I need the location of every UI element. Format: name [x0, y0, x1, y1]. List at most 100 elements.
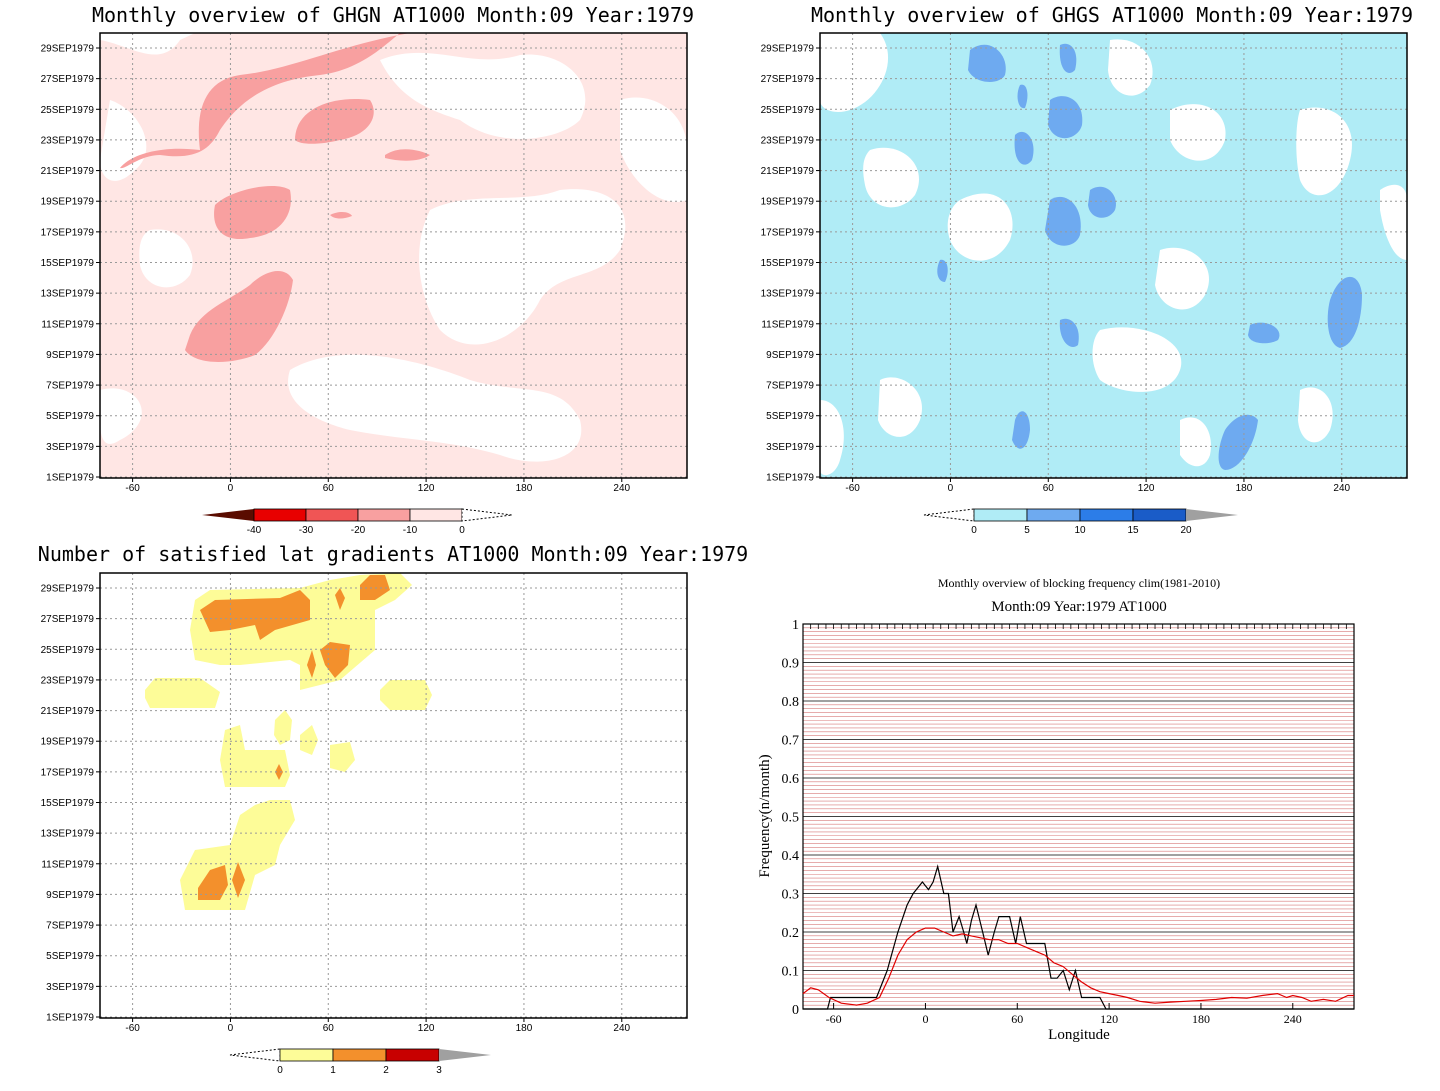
nsat-2-region: [200, 590, 310, 640]
ghgn-minus10-region: [295, 99, 374, 144]
ghgs-colorbar-swatch: [973, 508, 1028, 522]
ghgn-y-tick-label: 13SEP1979: [41, 289, 95, 300]
ghgn-colorbar-swatch: [357, 508, 411, 522]
ghgs-y-tick-label: 7SEP1979: [766, 381, 814, 392]
ghgs-5-region: [1014, 131, 1034, 165]
ghgs-axes: -60 0 60 120 180 240 1SEP1979 3SEP1979 5SEP1979 7…: [761, 32, 1408, 494]
ghgs-y-tick-label: 23SEP1979: [761, 135, 815, 146]
ghgn-minus10-region: [185, 270, 293, 362]
nsat-y-tick-label: 11SEP1979: [41, 859, 94, 870]
line-chart-xlabel: Longitude: [1048, 1027, 1110, 1043]
ghgs-zero-region: [1108, 39, 1153, 96]
ghgs-5-region: [1059, 43, 1077, 73]
nsat-y-tick-label: 7SEP1979: [46, 921, 94, 932]
nsat-y-tick-label: 21SEP1979: [41, 706, 95, 717]
nsat-y-tick-label: 29SEP1979: [41, 584, 95, 595]
ghgs-5-region: [968, 44, 1006, 82]
ghgs-y-tick-label: 19SEP1979: [761, 197, 815, 208]
nsat-colorbar-arrow-left: [229, 1048, 281, 1062]
nsat-colorbar: 0 1 2 3: [229, 1048, 491, 1076]
ghgs-colorbar-label: 15: [1127, 525, 1139, 536]
nsat-colorbar-swatch: [332, 1048, 387, 1062]
ghgn-minus10-region: [330, 212, 352, 219]
ghgs-y-tick-label: 5SEP1979: [766, 411, 814, 422]
ghgn-x-tick-label: -60: [125, 483, 140, 494]
line-chart-y-tick-label: 0.1: [782, 965, 800, 980]
nsat-colorbar-label: 0: [277, 1065, 283, 1076]
nsat-colorbar-swatch: [385, 1048, 440, 1062]
ghgs-zero-region: [878, 377, 922, 437]
nsat-x-tick-label: 240: [613, 1023, 630, 1034]
ghgn-y-tick-label: 21SEP1979: [41, 166, 95, 177]
ghgn-axes: -60 0 60 120 180 240 1SEP1979 3SEP1979 5SEP1979 7…: [41, 32, 688, 494]
ghgs-5-region: [937, 259, 948, 282]
ghgs-contour-field: [820, 33, 1407, 478]
nsat-colorbar-label: 1: [330, 1065, 336, 1076]
ghgn-y-tick-label: 29SEP1979: [41, 44, 95, 55]
nsat-contour-field: [100, 573, 687, 1018]
ghgn-y-tick-label: 11SEP1979: [41, 319, 94, 330]
ghgn-colorbar-label: -40: [247, 525, 262, 536]
ghgs-zero-region: [820, 33, 889, 112]
ghgs-zero-region: [1170, 104, 1226, 161]
ghgs-x-tick-label: 60: [1043, 483, 1055, 494]
line-chart-y-tick-label: 0.2: [782, 926, 800, 941]
ghgs-x-tick-label: -60: [845, 483, 860, 494]
line-chart-y-tick-label: 0.7: [782, 734, 800, 749]
line-chart-title: Monthly overview of blocking frequency c…: [938, 576, 1220, 590]
nsat-2-region: [307, 650, 316, 678]
line-chart-y-tick-label: 0.8: [782, 695, 800, 710]
nsat-plot-frame: [99, 572, 688, 1019]
ghgn-minus10-region: [385, 149, 430, 161]
ghgn-zero-region: [380, 52, 586, 139]
ghgs-5-region: [1012, 411, 1030, 449]
nsat-y-tick-label: 25SEP1979: [41, 645, 95, 656]
ghgs-zero-region: [863, 147, 919, 208]
nsat-y-tick-label: 23SEP1979: [41, 675, 95, 686]
ghgn-y-tick-label: 1SEP1979: [46, 473, 94, 484]
ghgs-5-region: [1327, 276, 1362, 348]
nsat-y-tick-label: 1SEP1979: [46, 1013, 94, 1024]
ghgn-y-tick-label: 3SEP1979: [46, 442, 94, 453]
nsat-background-level: [100, 573, 687, 1018]
line-chart-ylabel: Frequency(n/month): [757, 754, 773, 877]
nsat-2-region: [198, 865, 228, 900]
line-chart-x-tick-label: 240: [1284, 1012, 1302, 1026]
panel-ghgs-title: Monthly overview of GHGS AT1000 Month:09…: [811, 3, 1413, 27]
ghgs-colorbar-swatch: [1026, 508, 1081, 522]
ghgs-colorbar-arrow-left: [923, 508, 975, 522]
ghgs-y-tick-label: 9SEP1979: [766, 350, 814, 361]
ghgs-5-region: [1048, 96, 1083, 139]
line-chart-x-tick-label: 120: [1100, 1012, 1118, 1026]
ghgn-y-tick-label: 5SEP1979: [46, 411, 94, 422]
nsat-y-tick-label: 13SEP1979: [41, 829, 95, 840]
ghgs-colorbar-swatch: [1079, 508, 1134, 522]
nsat-y-tick-label: 3SEP1979: [46, 982, 94, 993]
ghgs-x-tick-label: 120: [1138, 483, 1155, 494]
ghgs-zero-region: [1298, 387, 1333, 443]
ghgn-zero-region: [139, 229, 193, 288]
ghgs-y-tick-label: 1SEP1979: [766, 473, 814, 484]
ghgs-colorbar-label: 0: [971, 525, 977, 536]
ghgn-x-tick-label: 60: [323, 483, 335, 494]
line-chart-x-tick-label: 60: [1011, 1012, 1023, 1026]
ghgn-y-tick-label: 15SEP1979: [41, 258, 95, 269]
ghgs-colorbar-arrow-right: [1186, 509, 1238, 521]
line-chart-x-tick-label: -60: [826, 1012, 842, 1026]
line-chart-series-1: [803, 864, 1354, 1010]
nsat-colorbar-label: 2: [383, 1065, 389, 1076]
ghgs-y-tick-label: 3SEP1979: [766, 442, 814, 453]
ghgs-x-tick-label: 240: [1333, 483, 1350, 494]
ghgs-plot-frame: [819, 32, 1408, 479]
ghgn-y-tick-label: 9SEP1979: [46, 350, 94, 361]
ghgn-colorbar-swatch: [253, 508, 307, 522]
ghgs-x-tick-label: 180: [1236, 483, 1253, 494]
nsat-1-region: [145, 678, 220, 708]
ghgn-minus10-region: [214, 185, 291, 240]
ghgs-colorbar-label: 5: [1024, 525, 1030, 536]
nsat-1-region: [300, 725, 318, 755]
ghgs-y-tick-label: 11SEP1979: [761, 319, 814, 330]
nsat-y-tick-label: 15SEP1979: [41, 798, 95, 809]
ghgs-zero-region: [820, 400, 844, 476]
